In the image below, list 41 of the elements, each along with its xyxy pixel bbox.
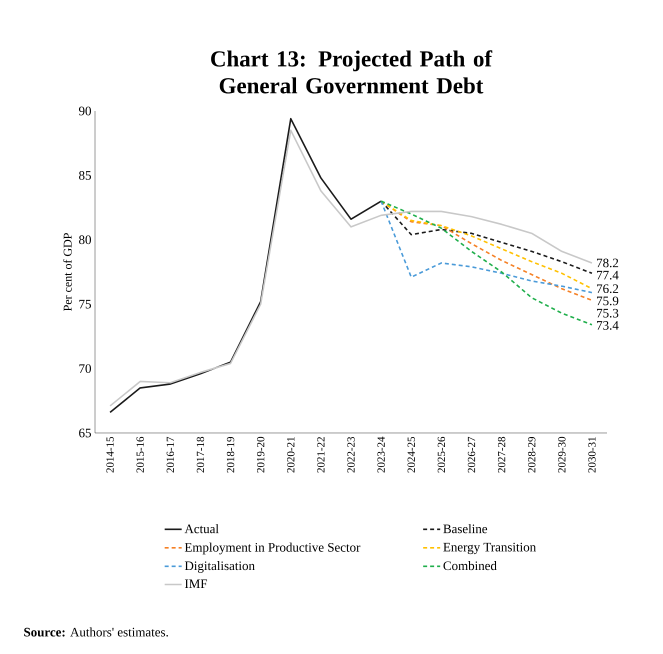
x-tick-label: 2019-20	[256, 436, 264, 473]
data-label: 78.2	[597, 258, 618, 268]
x-tick-label: 2030-31	[588, 437, 596, 473]
legend-label: Digitalisation	[184, 561, 255, 573]
x-tick-label: 2029-30	[558, 436, 566, 473]
x-tick-label: 2017-18	[196, 436, 204, 473]
x-tick-label: 2024-25	[408, 436, 415, 473]
y-tick-label: 65	[79, 428, 91, 438]
x-tick-label: 2027-28	[498, 436, 506, 473]
legend-label: Actual	[184, 524, 219, 534]
y-tick-label: 80	[79, 235, 91, 244]
legend-label: Combined	[443, 561, 497, 570]
x-tick-label: 2018-19	[226, 436, 234, 473]
x-tick-label: 2028-29	[528, 436, 536, 473]
x-tick-label: 2026-27	[468, 436, 476, 473]
x-tick-label: 2016-17	[166, 436, 174, 473]
x-tick-label: 2021-22	[317, 437, 325, 473]
y-tick-label: 70	[79, 364, 91, 373]
y-tick-label: 75	[79, 300, 91, 308]
legend-label: Baseline	[443, 524, 488, 534]
x-tick-label: 2022-23	[347, 436, 355, 473]
legend-label: Energy Transition	[443, 542, 536, 554]
y-axis-title: Per cent of GDP	[63, 233, 72, 311]
x-tick-label: 2014-15	[106, 436, 114, 473]
chart-title: Chart 13: Projected Path of General Government Debt	[211, 50, 492, 94]
data-label: 76.2	[597, 284, 618, 294]
y-tick-label: 85	[79, 171, 91, 180]
data-label: 77.4	[597, 270, 619, 280]
data-label: 73.4	[597, 321, 619, 330]
line-series	[380, 200, 593, 326]
text: Source: Authors' estimates.	[24, 627, 168, 637]
x-tick-label: 2023-24	[377, 436, 385, 473]
legend-label: IMF	[184, 580, 208, 588]
x-tick-label: 2020-21	[287, 437, 294, 473]
line-series	[109, 130, 593, 407]
data-label: 75.9	[597, 296, 618, 306]
data-label: 75.3	[597, 308, 618, 318]
legend-label: Employment in Productive Sector	[184, 542, 360, 554]
x-tick-label: 2015-16	[136, 436, 144, 473]
x-tick-label: 2025-26	[438, 436, 446, 473]
y-tick-label: 90	[78, 106, 91, 116]
